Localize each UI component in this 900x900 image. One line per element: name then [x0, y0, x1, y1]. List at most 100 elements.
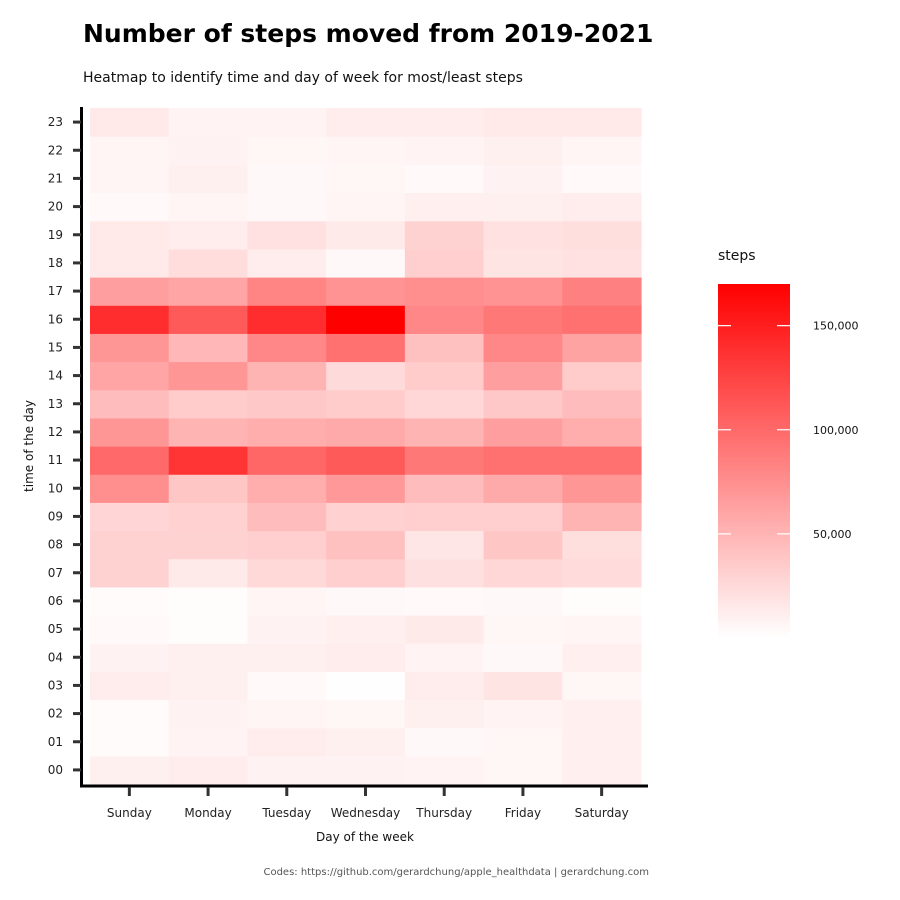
heatmap-cell: [483, 530, 563, 560]
heatmap-cell: [404, 727, 485, 757]
heatmap-cell: [90, 446, 170, 475]
heatmap-cell: [247, 699, 327, 729]
heatmap-cell: [247, 446, 327, 475]
heatmap-cell: [90, 361, 170, 391]
heatmap-cell: [404, 164, 485, 194]
heatmap-cell: [404, 248, 485, 278]
x-axis-title: Day of the week: [316, 830, 414, 844]
heatmap-cell: [326, 305, 406, 334]
heatmap-cell: [90, 586, 170, 616]
heatmap-cell: [404, 108, 485, 137]
heatmap-cell: [404, 361, 485, 391]
heatmap-cell: [168, 530, 249, 560]
heatmap-cell: [562, 558, 642, 588]
y-tick-label: 23: [48, 115, 63, 129]
heatmap-cell: [90, 220, 170, 250]
heatmap-cell: [247, 305, 327, 334]
heatmap-cell: [562, 389, 642, 419]
chart-title: Number of steps moved from 2019-2021: [83, 19, 653, 48]
y-tick-label: 16: [48, 312, 63, 326]
heatmap-cell: [90, 164, 170, 194]
heatmap-cell: [562, 530, 642, 560]
heatmap-cell: [168, 586, 249, 616]
heatmap-cell: [247, 502, 327, 532]
heatmap-cell: [90, 389, 170, 419]
heatmap-cell: [483, 727, 563, 757]
heatmap-cell: [168, 474, 249, 503]
heatmap-cell: [326, 277, 406, 306]
heatmap-cell: [90, 643, 170, 672]
heatmap-cell: [168, 755, 249, 785]
heatmap-cell: [404, 474, 485, 503]
chart-caption: Codes: https://github.com/gerardchung/ap…: [263, 867, 649, 878]
heatmap-cell: [168, 727, 249, 757]
x-tick-label: Thursday: [415, 806, 472, 820]
legend-tick-label: 150,000: [813, 320, 859, 333]
heatmap-cell: [326, 586, 406, 616]
x-tick-label: Monday: [184, 806, 231, 820]
x-tick-label: Saturday: [575, 806, 629, 820]
heatmap-cell: [168, 389, 249, 419]
y-tick-label: 06: [48, 594, 63, 608]
heatmap-cell: [562, 643, 642, 672]
y-tick-label: 10: [48, 481, 63, 495]
heatmap-cell: [404, 277, 485, 306]
heatmap-cell: [326, 108, 406, 137]
heatmap-cell: [562, 305, 642, 334]
heatmap-cell: [562, 136, 642, 165]
heatmap-cell: [326, 671, 406, 701]
legend-ticks: 50,000 100,000 150,000: [718, 320, 859, 541]
heatmap-cell: [483, 305, 563, 334]
heatmap-cell: [90, 192, 170, 222]
heatmap-cell: [168, 671, 249, 701]
heatmap-cell: [247, 164, 327, 194]
heatmap-cell: [168, 305, 249, 334]
heatmap-cell: [168, 333, 249, 363]
heatmap-cell: [483, 277, 563, 306]
heatmap-cell: [247, 558, 327, 588]
heatmap-cell: [483, 361, 563, 391]
heatmap-cell: [404, 333, 485, 363]
heatmap-cell: [247, 671, 327, 701]
y-tick-label: 21: [48, 171, 63, 185]
heatmap-cell: [404, 671, 485, 701]
heatmap-cell: [562, 671, 642, 701]
y-tick-label: 18: [48, 256, 63, 270]
y-tick-label: 01: [48, 735, 63, 749]
heatmap-cell: [247, 530, 327, 560]
legend-colorbar: [718, 284, 790, 638]
heatmap-cell: [247, 108, 327, 137]
y-tick-label: 17: [48, 284, 63, 298]
heatmap-cell: [483, 502, 563, 532]
heatmap-cell: [326, 727, 406, 757]
heatmap-cell: [247, 643, 327, 672]
heatmap-cell: [247, 220, 327, 250]
heatmap-cell: [562, 755, 642, 785]
heatmap-cell: [168, 164, 249, 194]
heatmap-cell: [326, 755, 406, 785]
heatmap-cell: [326, 220, 406, 250]
y-tick-label: 12: [48, 425, 63, 439]
heatmap-cell: [404, 643, 485, 672]
heatmap-cell: [483, 192, 563, 222]
x-tick-label: Wednesday: [331, 806, 400, 820]
heatmap-cell: [483, 136, 563, 165]
heatmap-cell: [404, 755, 485, 785]
y-tick-label: 04: [48, 650, 63, 664]
heatmap-cell: [90, 108, 170, 137]
y-tick-label: 20: [48, 200, 63, 214]
heatmap-cell: [562, 248, 642, 278]
heatmap-cell: [90, 248, 170, 278]
heatmap-cell: [562, 164, 642, 194]
heatmap-cell: [247, 333, 327, 363]
heatmap-cell: [404, 136, 485, 165]
heatmap-cell: [562, 615, 642, 644]
heatmap-cell: [326, 248, 406, 278]
heatmap-cell: [404, 558, 485, 588]
y-axis-title: time of the day: [22, 400, 36, 492]
heatmap-cell: [90, 755, 170, 785]
heatmap-cell: [483, 671, 563, 701]
heatmap-cell: [562, 727, 642, 757]
legend-title: steps: [718, 248, 756, 264]
heatmap-cell: [562, 586, 642, 616]
